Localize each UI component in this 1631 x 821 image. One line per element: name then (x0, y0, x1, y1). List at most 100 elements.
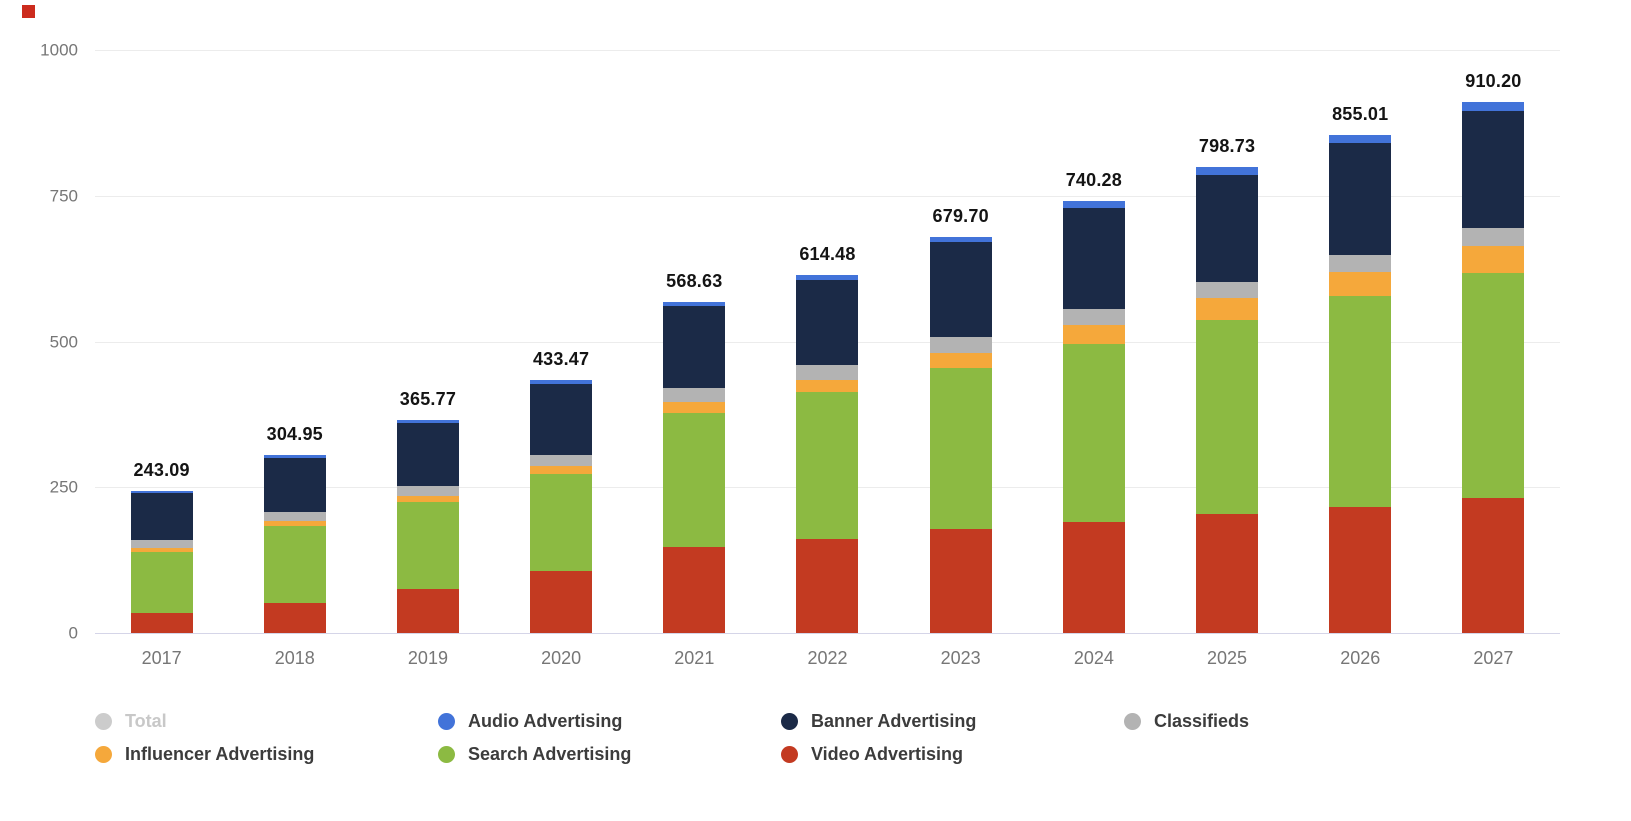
bar-segment-classifieds[interactable] (263, 511, 326, 522)
bar-segment-video-advertising[interactable] (929, 529, 992, 633)
bar-segment-audio-advertising[interactable] (130, 491, 193, 494)
bar-column: 365.77 (361, 50, 494, 633)
legend-item-video-advertising[interactable]: Video Advertising (781, 741, 1124, 767)
bar-segment-search-advertising[interactable] (130, 551, 193, 613)
bar-segment-influencer-advertising[interactable] (130, 548, 193, 552)
legend-item-label: Total (125, 710, 167, 731)
bar-segment-search-advertising[interactable] (1462, 273, 1525, 499)
bar-segment-search-advertising[interactable] (263, 525, 326, 604)
stacked-bar (263, 50, 326, 633)
legend: Total Audio Advertising Banner Advertising… (95, 708, 1515, 767)
legend-item-classifieds[interactable]: Classifieds (1124, 708, 1467, 734)
bar-segment-banner-advertising[interactable] (796, 279, 859, 366)
bar-segment-banner-advertising[interactable] (1062, 208, 1125, 310)
bar-total-label: 740.28 (1065, 170, 1122, 191)
bar-segment-video-advertising[interactable] (396, 589, 459, 633)
bar-segment-audio-advertising[interactable] (663, 301, 726, 306)
bar-segment-audio-advertising[interactable] (1329, 134, 1392, 143)
bar-total-label: 304.95 (266, 424, 323, 445)
x-axis-tick-label: 2021 (674, 648, 715, 668)
legend-swatch-icon (781, 712, 798, 730)
bar-segment-banner-advertising[interactable] (929, 242, 992, 338)
bar-segment-classifieds[interactable] (1329, 254, 1392, 272)
bar-segment-audio-advertising[interactable] (1196, 167, 1259, 175)
bar-segment-search-advertising[interactable] (396, 501, 459, 590)
bar-segment-search-advertising[interactable] (796, 392, 859, 539)
stacked-bar (530, 50, 593, 633)
x-axis-tick-label: 2026 (1340, 648, 1381, 668)
bar-segment-audio-advertising[interactable] (263, 455, 326, 458)
bar-segment-video-advertising[interactable] (796, 538, 859, 633)
bar-segment-classifieds[interactable] (530, 454, 593, 467)
bar-segment-search-advertising[interactable] (1329, 296, 1392, 507)
bar-column: 798.73 (1160, 50, 1293, 633)
bar-segment-search-advertising[interactable] (929, 368, 992, 530)
bar-segment-classifieds[interactable] (1196, 282, 1259, 299)
bar-segment-classifieds[interactable] (130, 539, 193, 549)
bar-segment-audio-advertising[interactable] (929, 236, 992, 243)
bar-segment-video-advertising[interactable] (130, 612, 193, 633)
bar-segment-search-advertising[interactable] (530, 473, 593, 571)
bar-segment-classifieds[interactable] (396, 485, 459, 496)
bar-segment-influencer-advertising[interactable] (1329, 271, 1392, 297)
bar-total-label: 365.77 (399, 388, 457, 409)
bar-segment-classifieds[interactable] (1062, 309, 1125, 326)
bar-segment-video-advertising[interactable] (263, 603, 326, 633)
bar-segment-classifieds[interactable] (1462, 228, 1525, 246)
gridline (95, 195, 1560, 197)
legend-item-influencer-advertising[interactable]: Influencer Advertising (95, 741, 438, 767)
y-axis: 0 250 500 750 1000 (0, 42, 78, 642)
legend-item-label: Classifieds (1154, 710, 1250, 731)
bar-segment-audio-advertising[interactable] (396, 419, 459, 423)
stacked-bar (929, 50, 992, 633)
bar-segment-video-advertising[interactable] (1462, 498, 1525, 633)
y-axis-tick-label: 250 (49, 477, 78, 497)
bar-segment-banner-advertising[interactable] (663, 305, 726, 389)
bar-segment-influencer-advertising[interactable] (396, 496, 459, 502)
bar-segment-influencer-advertising[interactable] (1462, 245, 1525, 274)
bar-segment-audio-advertising[interactable] (530, 380, 593, 385)
bar-segment-search-advertising[interactable] (1062, 343, 1125, 522)
bar-segment-audio-advertising[interactable] (796, 274, 859, 280)
bar-segment-influencer-advertising[interactable] (663, 402, 726, 413)
bar-segment-search-advertising[interactable] (663, 412, 726, 547)
bar-segment-video-advertising[interactable] (530, 570, 593, 633)
bar-segment-banner-advertising[interactable] (1196, 174, 1259, 283)
bar-segment-video-advertising[interactable] (1196, 513, 1259, 633)
bar-segment-influencer-advertising[interactable] (796, 380, 859, 393)
bar-segment-banner-advertising[interactable] (530, 384, 593, 455)
bar-column: 855.01 (1294, 50, 1427, 633)
legend-item-total[interactable]: Total (95, 708, 438, 734)
bar-column: 433.47 (495, 50, 628, 633)
stacked-bar (1462, 50, 1525, 633)
bar-segment-banner-advertising[interactable] (1329, 142, 1392, 255)
x-axis: 2017 2018 2019 2020 2021 2022 2023 2024 2025 2026… (95, 648, 1560, 674)
bar-segment-search-advertising[interactable] (1196, 319, 1259, 514)
bar-segment-audio-advertising[interactable] (1462, 102, 1525, 112)
bar-segment-banner-advertising[interactable] (263, 457, 326, 512)
legend-item-search-advertising[interactable]: Search Advertising (438, 741, 781, 767)
legend-item-audio-advertising[interactable]: Audio Advertising (438, 708, 781, 734)
bar-segment-video-advertising[interactable] (1062, 521, 1125, 633)
legend-swatch-icon (781, 745, 798, 763)
bar-segment-banner-advertising[interactable] (1462, 111, 1525, 229)
legend-item-banner-advertising[interactable]: Banner Advertising (781, 708, 1124, 734)
bar-segment-influencer-advertising[interactable] (929, 352, 992, 369)
legend-swatch-icon (95, 745, 112, 763)
bar-segment-classifieds[interactable] (929, 337, 992, 353)
bar-segment-audio-advertising[interactable] (1062, 201, 1125, 208)
bar-total-label: 614.48 (799, 243, 856, 264)
x-axis-tick-label: 2025 (1207, 648, 1248, 668)
bar-total-label: 243.09 (133, 460, 190, 481)
bar-segment-classifieds[interactable] (796, 365, 859, 380)
bar-segment-video-advertising[interactable] (663, 546, 726, 633)
bar-segment-influencer-advertising[interactable] (1196, 298, 1259, 320)
bar-segment-banner-advertising[interactable] (130, 493, 193, 540)
bar-segment-influencer-advertising[interactable] (1062, 325, 1125, 344)
bar-segment-banner-advertising[interactable] (396, 422, 459, 486)
bar-segment-influencer-advertising[interactable] (530, 466, 593, 474)
bar-segment-classifieds[interactable] (663, 388, 726, 403)
bar-segment-video-advertising[interactable] (1329, 506, 1392, 633)
bar-segment-influencer-advertising[interactable] (263, 521, 326, 526)
